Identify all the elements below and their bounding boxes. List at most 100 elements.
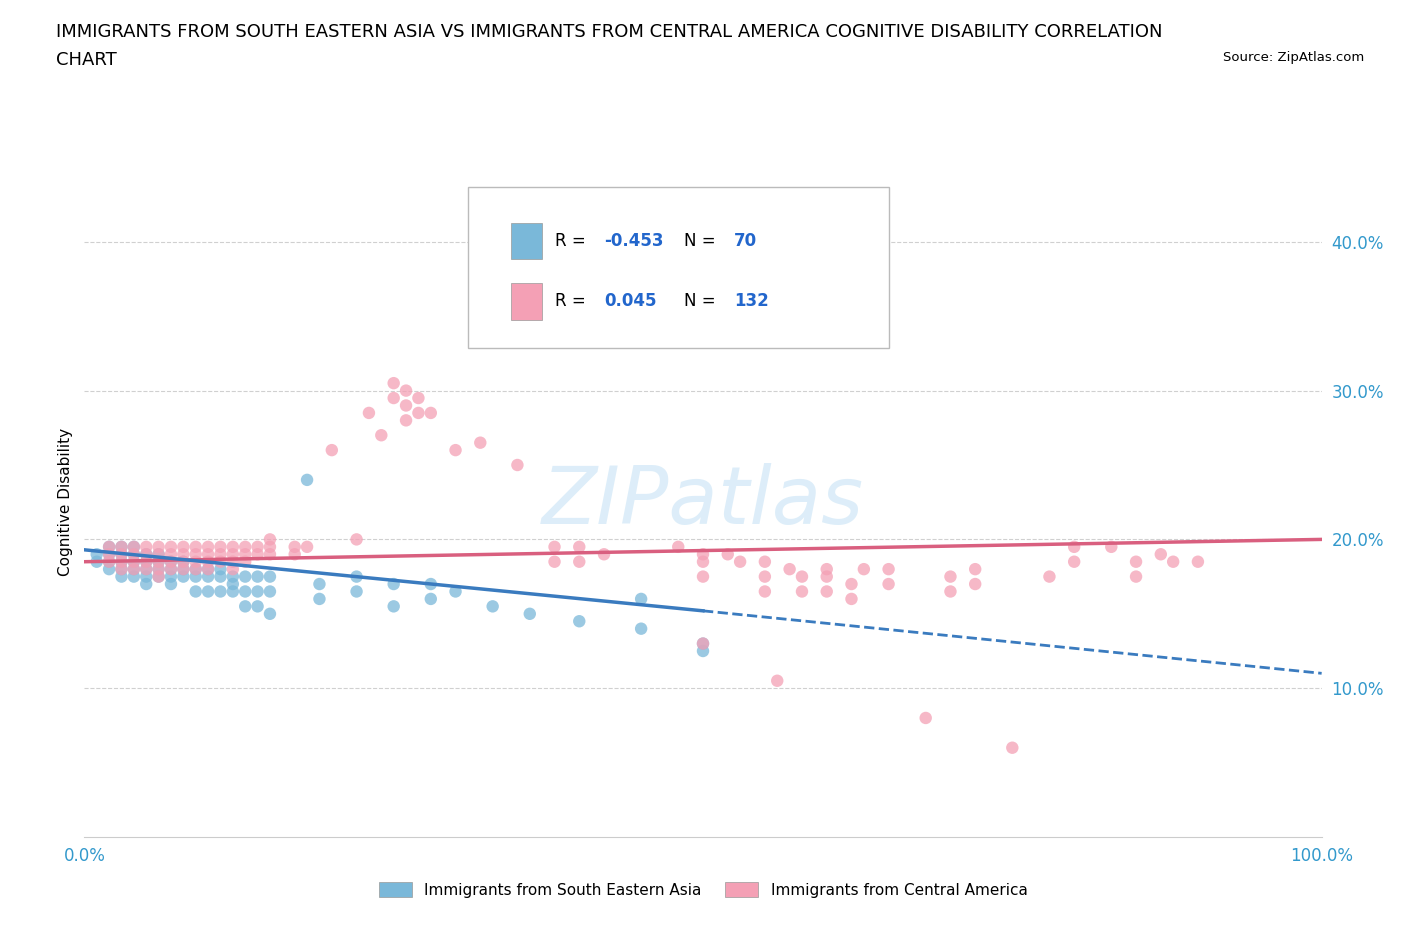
Point: [135, 554, 157, 569]
Text: -0.453: -0.453: [605, 232, 664, 250]
Point: [160, 569, 183, 584]
Point: [259, 547, 281, 562]
Point: [1063, 554, 1085, 569]
Text: CHART: CHART: [56, 51, 117, 69]
Point: [841, 577, 863, 591]
Point: [148, 539, 170, 554]
Point: [419, 591, 441, 606]
Point: [692, 569, 714, 584]
Point: [666, 539, 689, 554]
Point: [754, 554, 776, 569]
Point: [98, 547, 121, 562]
Point: [877, 562, 900, 577]
Point: [172, 539, 194, 554]
Point: [308, 591, 330, 606]
Point: [754, 584, 776, 599]
Point: [184, 584, 207, 599]
Point: [148, 554, 170, 569]
Point: [1187, 554, 1209, 569]
Point: [135, 539, 157, 554]
Point: [110, 539, 132, 554]
Point: [184, 569, 207, 584]
Text: N =: N =: [685, 232, 721, 250]
Point: [160, 577, 183, 591]
Point: [160, 554, 183, 569]
Point: [395, 383, 418, 398]
Point: [209, 539, 232, 554]
Point: [1063, 539, 1085, 554]
Point: [122, 539, 145, 554]
Point: [841, 591, 863, 606]
Point: [815, 562, 838, 577]
Point: [184, 539, 207, 554]
Point: [160, 547, 183, 562]
Bar: [512, 283, 543, 320]
Point: [395, 413, 418, 428]
Point: [233, 547, 256, 562]
Point: [692, 644, 714, 658]
Point: [321, 443, 343, 458]
Point: [209, 562, 232, 577]
Point: [197, 554, 219, 569]
Point: [408, 391, 430, 405]
Point: [110, 539, 132, 554]
Point: [135, 569, 157, 584]
Point: [148, 569, 170, 584]
Point: [370, 428, 392, 443]
Text: Source: ZipAtlas.com: Source: ZipAtlas.com: [1223, 51, 1364, 64]
Point: [110, 547, 132, 562]
Point: [692, 554, 714, 569]
Point: [86, 547, 108, 562]
Point: [284, 539, 307, 554]
Point: [122, 554, 145, 569]
Point: [754, 569, 776, 584]
Point: [692, 547, 714, 562]
Point: [568, 614, 591, 629]
Point: [568, 554, 591, 569]
Point: [160, 554, 183, 569]
Point: [148, 547, 170, 562]
Point: [519, 606, 541, 621]
Point: [481, 599, 503, 614]
Point: [110, 562, 132, 577]
Point: [408, 405, 430, 420]
Point: [444, 443, 467, 458]
Point: [209, 547, 232, 562]
Text: R =: R =: [554, 232, 591, 250]
Text: IMMIGRANTS FROM SOUTH EASTERN ASIA VS IMMIGRANTS FROM CENTRAL AMERICA COGNITIVE : IMMIGRANTS FROM SOUTH EASTERN ASIA VS IM…: [56, 23, 1163, 41]
FancyBboxPatch shape: [468, 188, 889, 348]
Point: [939, 569, 962, 584]
Point: [135, 577, 157, 591]
Point: [1150, 547, 1173, 562]
Point: [1125, 569, 1147, 584]
Point: [122, 539, 145, 554]
Point: [122, 547, 145, 562]
Point: [98, 562, 121, 577]
Point: [1001, 740, 1024, 755]
Point: [172, 562, 194, 577]
Point: [357, 405, 380, 420]
Point: [209, 584, 232, 599]
Bar: [512, 222, 543, 259]
Point: [939, 584, 962, 599]
Point: [135, 562, 157, 577]
Point: [382, 391, 405, 405]
Text: 0.045: 0.045: [605, 292, 657, 311]
Point: [160, 562, 183, 577]
Point: [395, 398, 418, 413]
Point: [98, 554, 121, 569]
Point: [122, 562, 145, 577]
Point: [470, 435, 492, 450]
Point: [122, 562, 145, 577]
Point: [160, 562, 183, 577]
Point: [222, 562, 245, 577]
Point: [346, 532, 368, 547]
Point: [728, 554, 751, 569]
Point: [233, 539, 256, 554]
Point: [197, 562, 219, 577]
Point: [965, 562, 987, 577]
Point: [98, 547, 121, 562]
Point: [965, 577, 987, 591]
Point: [222, 554, 245, 569]
Point: [222, 539, 245, 554]
